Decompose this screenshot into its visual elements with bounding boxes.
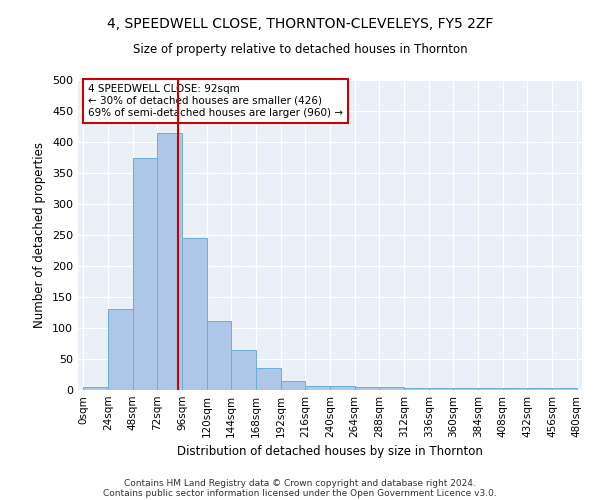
Bar: [355, 387, 379, 390]
X-axis label: Distribution of detached houses by size in Thornton: Distribution of detached houses by size …: [177, 446, 483, 458]
Text: Contains public sector information licensed under the Open Government Licence v3: Contains public sector information licen…: [103, 488, 497, 498]
Text: 4 SPEEDWELL CLOSE: 92sqm
← 30% of detached houses are smaller (426)
69% of semi-: 4 SPEEDWELL CLOSE: 92sqm ← 30% of detach…: [88, 84, 343, 117]
Bar: [527, 388, 552, 390]
Bar: [478, 388, 503, 390]
Text: Size of property relative to detached houses in Thornton: Size of property relative to detached ho…: [133, 42, 467, 56]
Bar: [83, 387, 108, 390]
Bar: [182, 238, 206, 390]
Bar: [231, 350, 256, 390]
Bar: [503, 388, 527, 390]
Text: Contains HM Land Registry data © Crown copyright and database right 2024.: Contains HM Land Registry data © Crown c…: [124, 478, 476, 488]
Bar: [108, 310, 133, 390]
Bar: [330, 386, 355, 390]
Bar: [206, 320, 231, 390]
Bar: [157, 132, 182, 390]
Bar: [454, 388, 478, 390]
Bar: [429, 388, 454, 390]
Bar: [133, 158, 157, 390]
Bar: [379, 387, 404, 390]
Y-axis label: Number of detached properties: Number of detached properties: [34, 142, 46, 328]
Bar: [404, 388, 429, 390]
Bar: [552, 388, 577, 390]
Bar: [256, 368, 281, 390]
Bar: [305, 386, 330, 390]
Bar: [281, 382, 305, 390]
Text: 4, SPEEDWELL CLOSE, THORNTON-CLEVELEYS, FY5 2ZF: 4, SPEEDWELL CLOSE, THORNTON-CLEVELEYS, …: [107, 18, 493, 32]
